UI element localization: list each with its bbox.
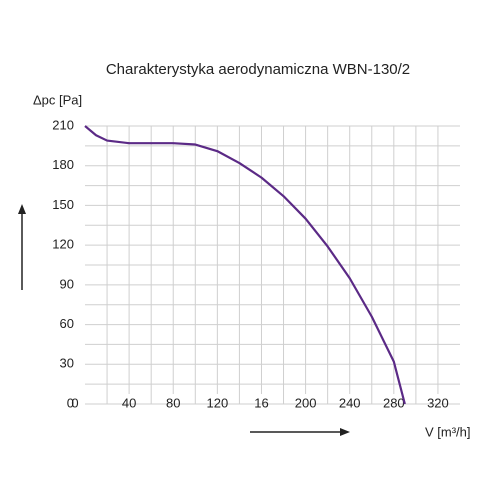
- y-tick-label: 30: [60, 356, 74, 371]
- y-arrow: [18, 204, 26, 290]
- y-axis-label: Δpc [Pa]: [33, 92, 82, 107]
- x-tick-label: 240: [339, 395, 361, 410]
- x-tick-label: 80: [166, 395, 180, 410]
- y-tick-label: 60: [60, 316, 74, 331]
- x-tick-label: 16: [254, 395, 268, 410]
- y-tick-label: 120: [52, 237, 74, 252]
- chart-title: Charakterystyka aerodynamiczna WBN-130/2: [106, 61, 410, 78]
- x-tick-label: 120: [207, 395, 229, 410]
- y-tick-label: 150: [52, 197, 74, 212]
- x-arrow: [250, 428, 350, 436]
- x-axis-label: V [m³/h]: [425, 424, 471, 439]
- y-tick-label: 210: [52, 117, 74, 132]
- y-tick-label: 90: [60, 276, 74, 291]
- x-tick-label: 0: [71, 395, 78, 410]
- x-tick-label: 200: [295, 395, 317, 410]
- y-tick-label: 0: [67, 395, 74, 410]
- line-series: [84, 125, 406, 405]
- x-tick-label: 280: [383, 395, 405, 410]
- x-tick-label: 40: [122, 395, 136, 410]
- y-tick-label: 180: [52, 157, 74, 172]
- x-tick-label: 320: [427, 395, 449, 410]
